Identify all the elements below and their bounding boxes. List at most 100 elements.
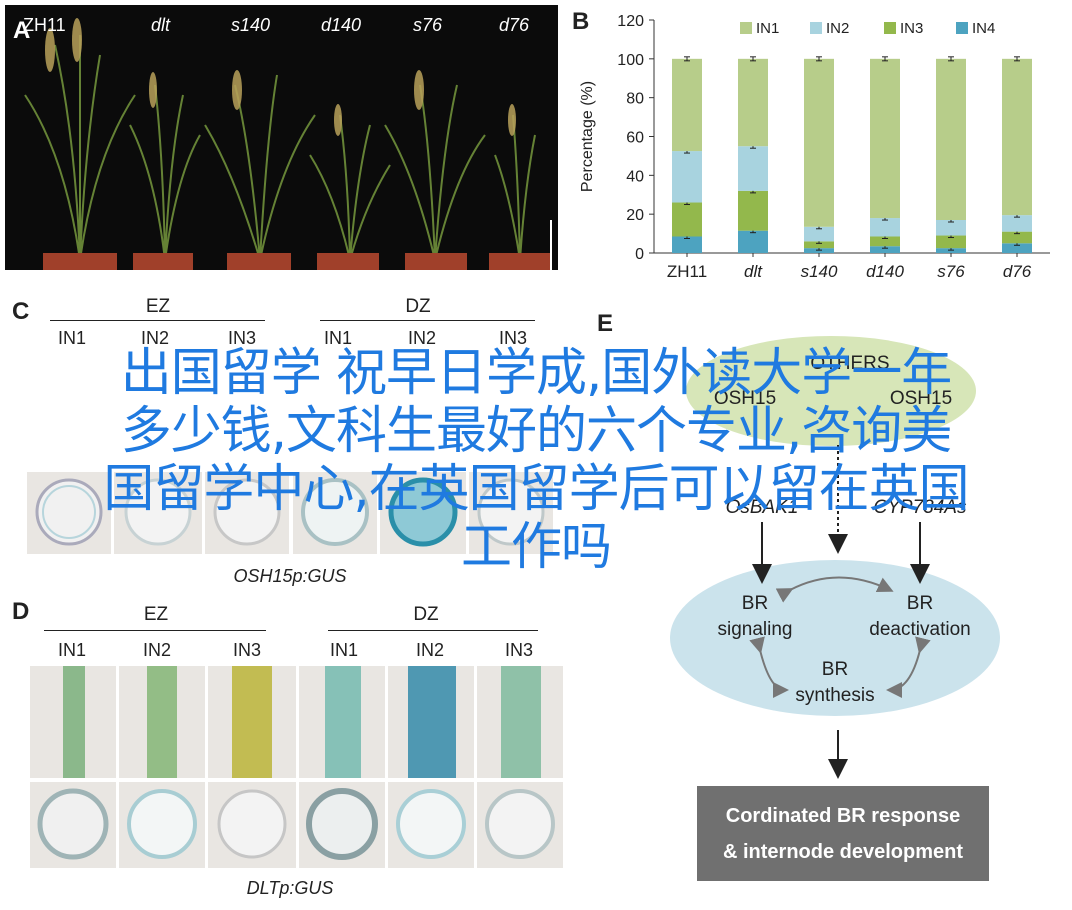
cross-section-d-5 (388, 782, 474, 868)
y-tick-label: 100 (617, 52, 644, 69)
response-line-1: Cordinated BR response (725, 804, 961, 827)
label-in2-dz-c: IN2 (407, 328, 436, 348)
header-dz-d: DZ (413, 604, 439, 625)
label-in1-ez-d: IN1 (57, 640, 86, 660)
cross-section-d-4 (299, 782, 385, 868)
plant-label-dlt: dlt (151, 15, 171, 35)
bar-segment-in1 (936, 58, 966, 220)
bar-segment-in2 (738, 146, 768, 191)
legend-label-in1: IN1 (756, 20, 779, 37)
divider-ez-c (50, 320, 265, 321)
header-ez-d: EZ (143, 604, 169, 625)
legend-swatch-in3 (884, 22, 896, 34)
panel-label-e: E (597, 310, 614, 337)
plant-label-d140: d140 (321, 15, 362, 35)
y-axis-label: Percentage (%) (579, 81, 596, 192)
bar-segment-in1 (672, 58, 702, 152)
stem-section-d-6 (477, 666, 563, 778)
y-tick-label: 60 (626, 130, 644, 147)
label-in2-dz-d: IN2 (415, 640, 444, 660)
response-box: Cordinated BR response & internode devel… (697, 786, 989, 881)
divider-ez-d (44, 630, 266, 631)
label-osh15-right: OSH15 (889, 388, 953, 409)
caption-d: DLTp:GUS (246, 878, 334, 898)
bar-segment-in3 (672, 202, 702, 237)
response-line-2: & internode development (722, 840, 964, 863)
panel-label-c: C (12, 298, 30, 325)
legend-label-in2: IN2 (826, 20, 849, 37)
rice-plants-illustration (24, 18, 552, 270)
label-in1-dz-d: IN1 (329, 640, 358, 660)
bar-segment-in3 (870, 236, 900, 247)
label-in3-dz-d: IN3 (504, 640, 533, 660)
bar-segment-in3 (804, 241, 834, 249)
tissue-section-c-5 (380, 472, 466, 554)
legend-swatch-in4 (956, 22, 968, 34)
br-signaling-label-1: BR (741, 593, 769, 614)
stem-section-d-1 (30, 666, 116, 778)
plant-label-s76: s76 (413, 15, 443, 35)
bar-segment-in1 (870, 58, 900, 219)
header-dz-c: DZ (405, 296, 431, 317)
panel-label-b: B (572, 8, 590, 35)
label-in3-ez-c: IN3 (227, 328, 256, 348)
divider-dz-c (320, 320, 535, 321)
y-tick-label: 80 (626, 91, 644, 108)
stem-section-d-4 (299, 666, 385, 778)
tissue-section-c-6 (469, 472, 553, 554)
legend-label-in3: IN3 (900, 20, 923, 37)
bar-segment-in3 (1002, 231, 1032, 244)
stem-section-d-2 (119, 666, 205, 778)
stacked-bar-chart: 0 20 40 60 80 100 120 Percentage (%) ZH11 dlt s140… (579, 13, 1050, 281)
label-osh15-left: OSH15 (713, 388, 777, 409)
x-tick-label: dlt (744, 262, 763, 281)
tissue-section-c-2 (114, 472, 202, 554)
regulator-ellipse (686, 336, 976, 446)
bar-segment-in3 (936, 235, 966, 249)
y-tick-label: 20 (626, 207, 644, 224)
legend-swatch-in1 (740, 22, 752, 34)
x-tick-label: ZH11 (667, 262, 707, 281)
x-tick-label: d76 (1003, 262, 1032, 281)
bar-segment-in1 (738, 58, 768, 147)
cross-section-d-6 (477, 782, 563, 868)
bar-segment-in2 (804, 226, 834, 242)
plant-label-d76: d76 (499, 15, 530, 35)
label-in3-dz-c: IN3 (498, 328, 527, 348)
br-deactivation-label-2: deactivation (869, 619, 971, 640)
bar-segment-in1 (1002, 58, 1032, 216)
stem-section-d-5 (388, 666, 474, 778)
bar-segment-in3 (738, 190, 768, 231)
label-in2-ez-c: IN2 (140, 328, 169, 348)
tissue-section-c-1 (27, 472, 111, 554)
x-tick-label: d140 (866, 262, 904, 281)
bar-segment-in1 (804, 58, 834, 227)
legend-swatch-in2 (810, 22, 822, 34)
bar-segment-in2 (672, 151, 702, 203)
plant-label-s140: s140 (231, 15, 271, 35)
label-others: OTHERS (810, 353, 890, 374)
label-in3-ez-d: IN3 (232, 640, 261, 660)
bar-segment-in2 (870, 218, 900, 237)
bar-segment-in2 (1002, 215, 1032, 232)
legend-label-in4: IN4 (972, 20, 995, 37)
bar-segment-in4 (870, 246, 900, 253)
label-in1-ez-c: IN1 (57, 328, 86, 348)
cross-section-d-2 (119, 782, 205, 868)
y-tick-label: 0 (635, 246, 644, 263)
bar-segment-in2 (936, 219, 966, 236)
br-synthesis-label-2: synthesis (795, 685, 875, 706)
x-tick-label: s140 (801, 262, 838, 281)
header-ez-c: EZ (145, 296, 171, 317)
panel-label-d: D (12, 598, 30, 625)
br-synthesis-label-1: BR (821, 659, 849, 680)
divider-dz-d (328, 630, 538, 631)
gene-osbak1: OsBAK1 (725, 497, 799, 518)
y-tick-label: 120 (617, 13, 644, 30)
x-tick-label: s76 (937, 262, 965, 281)
cross-section-d-3 (208, 782, 296, 868)
bar-segment-in4 (672, 236, 702, 253)
bar-segment-in4 (738, 230, 768, 253)
panel-a-photo: A ZH11 dlt s140 d140 s76 d76 (5, 5, 558, 270)
